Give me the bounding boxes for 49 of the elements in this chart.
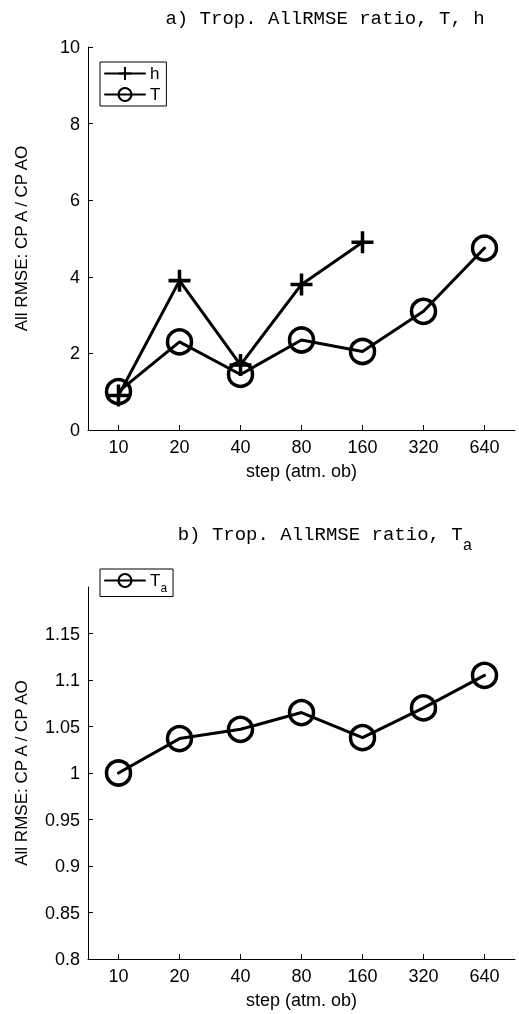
x-tick-label: 640 (469, 437, 500, 457)
x-tick-label: 40 (230, 437, 251, 457)
point (287, 698, 316, 727)
y-tick-label: 0.8 (54, 949, 80, 969)
x-axis-title: step (atm. ob) (245, 990, 358, 1010)
x-tick-label: 320 (408, 437, 439, 457)
y-tick-label: 0 (69, 420, 80, 440)
point (165, 724, 194, 753)
y-tick-label: 1 (69, 763, 80, 783)
x-tick-label: 160 (347, 437, 378, 457)
point (348, 337, 377, 366)
x-tick-label: 20 (169, 437, 190, 457)
point (226, 715, 255, 744)
point (226, 360, 255, 389)
x-tick-label: 320 (408, 966, 439, 986)
point (409, 694, 438, 722)
point (287, 326, 316, 354)
x-tick-label: 80 (291, 966, 312, 986)
y-tick-label: 4 (69, 266, 80, 287)
point (348, 723, 377, 752)
y-tick-label: 0.9 (54, 856, 80, 876)
chart-title: a) Trop. AllRMSE ratio, T, h (165, 7, 485, 30)
y-tick-label: 0.95 (44, 809, 80, 830)
y-axis-title: All RMSE: CP A / CP AO (12, 145, 31, 332)
point (470, 234, 499, 262)
legend-label: T (150, 85, 161, 104)
y-tick-label: 10 (59, 37, 80, 57)
y-tick-label: 2 (69, 343, 80, 364)
legend-label: h (150, 64, 160, 83)
y-tick-label: 1.05 (44, 716, 80, 737)
point (104, 759, 133, 787)
x-tick-label: 10 (108, 966, 129, 986)
point (104, 377, 133, 406)
x-tick-label: 640 (469, 966, 500, 986)
y-axis-title: All RMSE: CP A / CP AO (12, 680, 31, 866)
x-axis-title: step (atm. ob) (245, 461, 358, 481)
x-tick-label: 80 (291, 437, 312, 457)
y-tick-label: 0.85 (44, 902, 80, 923)
point (470, 661, 499, 690)
y-tick-label: 1.15 (44, 623, 80, 644)
y-tick-label: 1.1 (54, 670, 80, 690)
x-tick-label: 20 (169, 966, 190, 986)
y-tick-label: 8 (69, 113, 80, 134)
x-tick-label: 40 (230, 966, 251, 986)
point (409, 297, 438, 326)
x-tick-label: 160 (347, 966, 378, 986)
point (165, 328, 194, 356)
x-tick-label: 10 (108, 437, 129, 457)
y-tick-label: 6 (69, 190, 80, 211)
